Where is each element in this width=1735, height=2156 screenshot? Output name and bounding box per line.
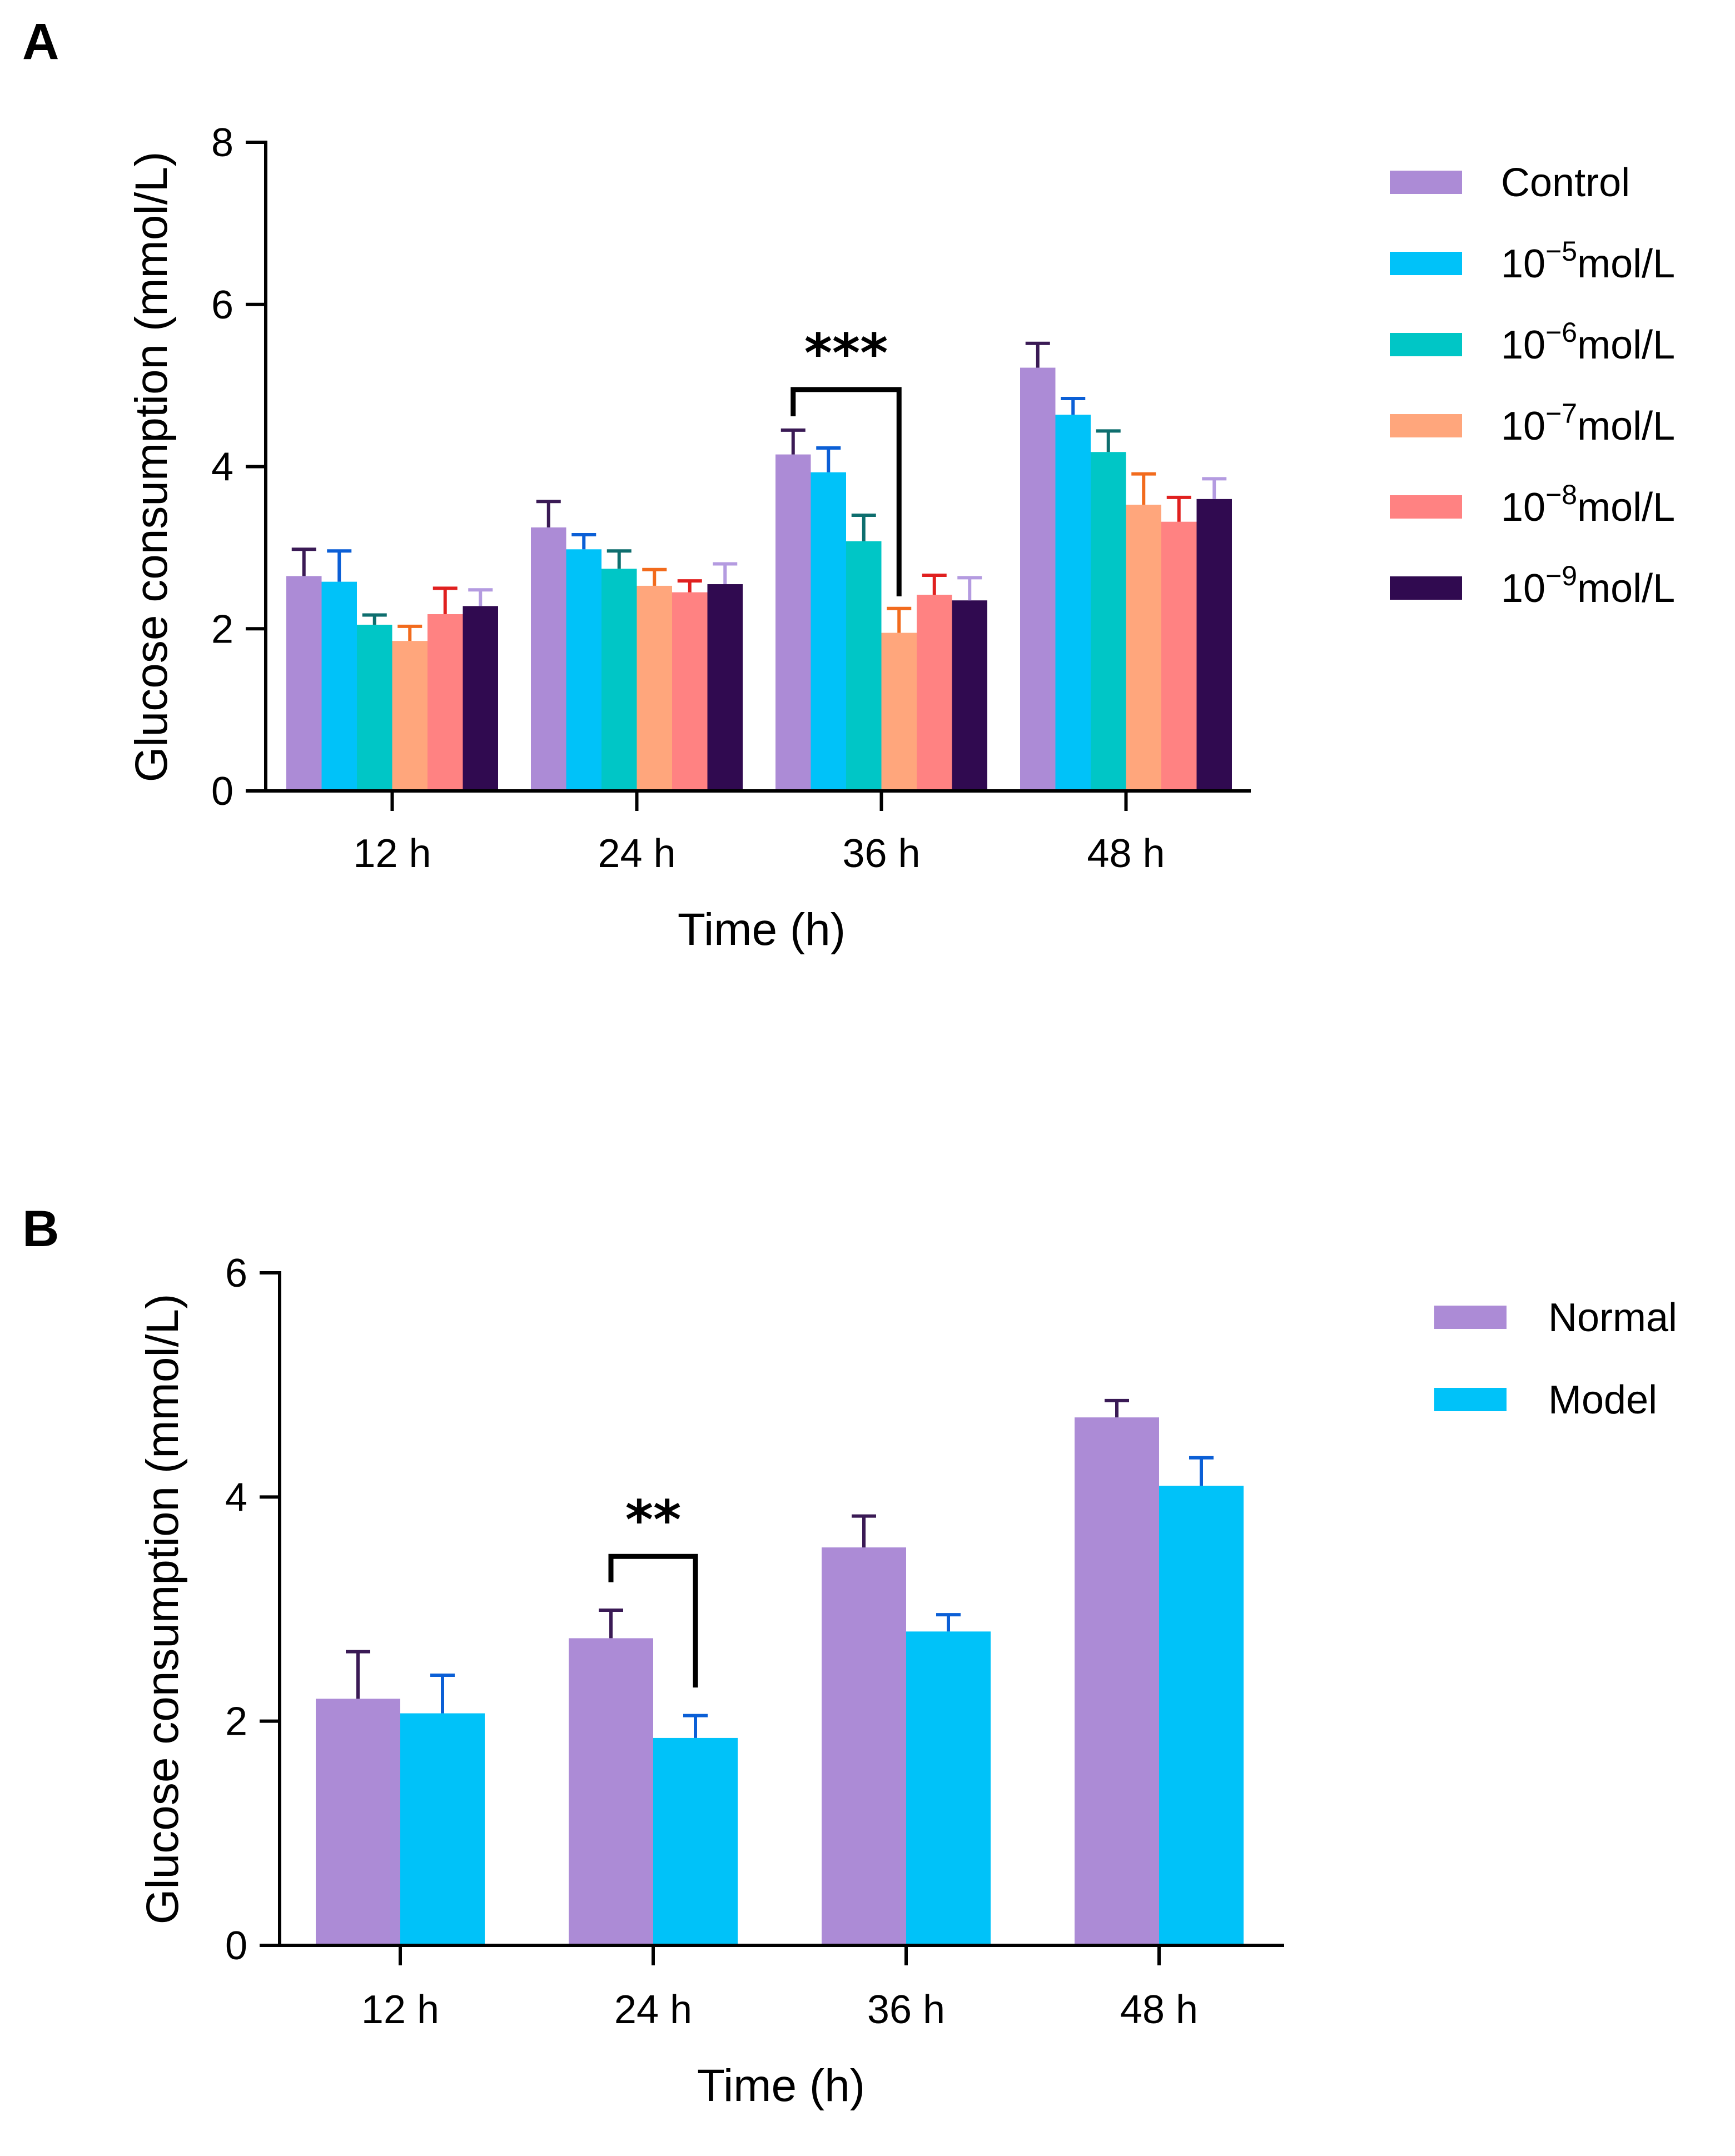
legend-label-1: Model <box>1548 1378 1657 1422</box>
y-tick-label: 0 <box>211 769 233 814</box>
y-tick-label: 2 <box>225 1700 247 1744</box>
legend-label-exponent: −6 <box>1545 317 1577 348</box>
bar-b-s1-c0 <box>400 1713 485 1945</box>
x-axis-title: Time (h) <box>678 904 846 955</box>
bar-a-s2-c1 <box>601 569 637 791</box>
chart-a: 0 2 4 6 8 12 h 24 h 36 h 48 h Time (h) Glucose con… <box>126 121 1675 955</box>
y-tick-label: 2 <box>211 607 233 651</box>
y-tick-label: 8 <box>211 121 233 165</box>
x-tick-label: 12 h <box>353 831 431 876</box>
x-tick-label: 48 h <box>1120 1988 1198 2032</box>
legend-label-base: 10 <box>1501 404 1545 449</box>
y-tick-label: 6 <box>211 283 233 327</box>
bar-a-s2-c0 <box>357 624 392 791</box>
legend-label-base: 10 <box>1501 485 1545 530</box>
y-tick-label: 0 <box>225 1924 247 1968</box>
bar-a-s5-c1 <box>707 584 743 791</box>
legend-label-base: 10 <box>1501 566 1545 611</box>
legend-label-unit: mol/L <box>1577 485 1675 530</box>
y-axis-title: Glucose consumption (mmol/L) <box>137 1294 188 1925</box>
bar-a-s1-c1 <box>566 549 601 791</box>
legend-swatch-0 <box>1390 171 1462 194</box>
bar-b-s0-c1 <box>569 1638 653 1945</box>
x-tick-label: 12 h <box>361 1988 439 2032</box>
legend-label-exponent: −7 <box>1545 398 1577 429</box>
bar-a-s0-c1 <box>531 527 566 791</box>
legend-label-4: 10−8mol/L <box>1501 479 1675 530</box>
chart-b: 0 2 4 6 12 h 24 h 36 h 48 h Time (h) Glucose cons… <box>137 1251 1677 2111</box>
legend-swatch-4 <box>1390 495 1462 519</box>
legend-label-unit: mol/L <box>1577 242 1675 286</box>
bar-a-s2-c2 <box>846 541 882 791</box>
significance-bracket <box>791 387 902 596</box>
legend-label-0: Normal <box>1548 1296 1677 1340</box>
x-tick-label: 36 h <box>867 1988 945 2032</box>
legend-swatch-2 <box>1390 333 1462 356</box>
bar-a-s5-c0 <box>463 606 498 791</box>
bar-a-s2-c3 <box>1091 452 1126 791</box>
panel-b-letter: B <box>22 1201 59 1257</box>
bar-a-s4-c1 <box>672 592 708 791</box>
bar-a-s5-c3 <box>1196 499 1232 791</box>
significance-stars: *** <box>804 322 888 385</box>
bar-a-s0-c2 <box>775 454 811 791</box>
bar-a-s5-c2 <box>952 600 987 791</box>
legend-label-base: Model <box>1548 1378 1657 1422</box>
bar-a-s0-c3 <box>1020 367 1056 791</box>
bar-a-s1-c0 <box>321 581 357 791</box>
bar-a-s4-c3 <box>1161 521 1197 791</box>
bar-a-s3-c2 <box>881 633 917 791</box>
x-tick-label: 36 h <box>842 831 920 876</box>
legend-swatch-3 <box>1390 414 1462 437</box>
bar-a-s4-c0 <box>427 614 463 791</box>
bar-b-s1-c2 <box>906 1631 991 1945</box>
bar-b-s1-c3 <box>1159 1486 1244 1945</box>
x-axis-title: Time (h) <box>697 2060 865 2111</box>
legend-label-exponent: −5 <box>1545 236 1577 267</box>
bar-b-s0-c2 <box>822 1547 906 1945</box>
legend-label-unit: mol/L <box>1577 323 1675 367</box>
legend-swatch-0 <box>1434 1306 1507 1329</box>
bar-a-s1-c3 <box>1055 415 1091 791</box>
legend-label-unit: mol/L <box>1577 566 1675 611</box>
bar-a-s1-c2 <box>811 472 846 791</box>
bar-b-s0-c3 <box>1075 1417 1159 1945</box>
legend-label-base: Control <box>1501 161 1630 205</box>
legend-label-exponent: −8 <box>1545 479 1577 510</box>
legend-label-base: Normal <box>1548 1296 1677 1340</box>
legend-label-3: 10−7mol/L <box>1501 398 1675 449</box>
legend-swatch-1 <box>1434 1388 1507 1411</box>
bar-b-s0-c0 <box>316 1699 400 1945</box>
x-tick-label: 24 h <box>614 1988 692 2032</box>
legend-label-base: 10 <box>1501 323 1545 367</box>
bar-b-s1-c1 <box>653 1737 738 1945</box>
legend-label-1: 10−5mol/L <box>1501 236 1675 286</box>
bar-a-s4-c2 <box>917 594 952 791</box>
legend-label-5: 10−9mol/L <box>1501 560 1675 611</box>
y-tick-label: 4 <box>211 445 233 490</box>
legend-swatch-1 <box>1390 252 1462 275</box>
bar-a-s0-c0 <box>286 576 322 791</box>
bar-a-s3-c0 <box>392 641 427 791</box>
panel-a-letter: A <box>22 13 59 70</box>
bar-a-s3-c3 <box>1126 505 1161 791</box>
y-tick-label: 4 <box>225 1475 247 1520</box>
legend-swatch-5 <box>1390 576 1462 600</box>
y-tick-label: 6 <box>225 1251 247 1296</box>
legend-label-2: 10−6mol/L <box>1501 317 1675 367</box>
significance-bracket <box>608 1553 698 1688</box>
x-tick-label: 48 h <box>1087 831 1165 876</box>
legend-label-base: 10 <box>1501 242 1545 286</box>
bar-a-s3-c1 <box>637 585 672 791</box>
y-axis-title: Glucose consumption (mmol/L) <box>126 152 177 783</box>
legend-label-0: Control <box>1501 161 1630 205</box>
x-tick-label: 24 h <box>598 831 675 876</box>
legend-label-unit: mol/L <box>1577 404 1675 449</box>
legend-label-exponent: −9 <box>1545 560 1577 591</box>
significance-stars: ** <box>625 1489 681 1551</box>
